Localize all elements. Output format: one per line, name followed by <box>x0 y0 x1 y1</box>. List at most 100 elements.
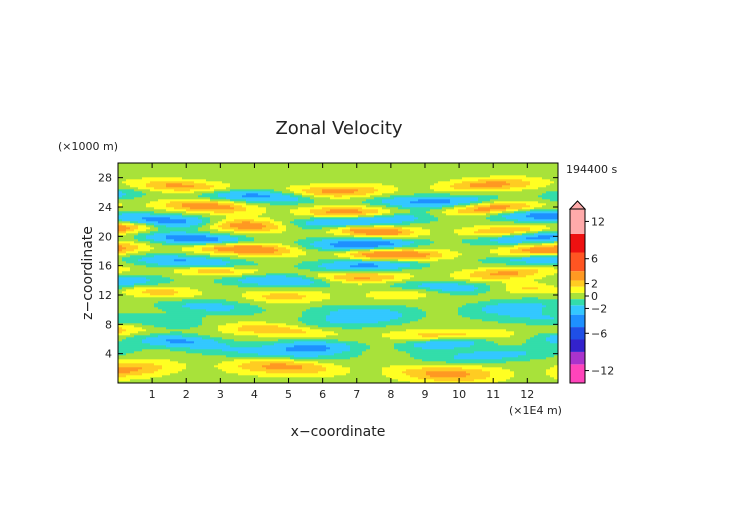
heatmap-cell <box>254 379 259 382</box>
heatmap-cell <box>134 377 139 380</box>
heatmap-cell <box>218 349 223 352</box>
heatmap-cell <box>242 257 247 260</box>
heatmap-cell <box>238 203 243 206</box>
heatmap-cell <box>218 277 223 280</box>
heatmap-cell <box>126 169 131 172</box>
heatmap-cell <box>154 209 159 212</box>
heatmap-cell <box>130 231 135 234</box>
heatmap-cell <box>278 289 283 292</box>
heatmap-cell <box>218 193 223 196</box>
heatmap-cell <box>246 373 251 376</box>
heatmap-cell <box>206 349 211 352</box>
heatmap-cell <box>154 353 159 356</box>
heatmap-cell <box>222 229 227 232</box>
heatmap-cell <box>122 347 127 350</box>
heatmap-cell <box>122 283 127 286</box>
heatmap-cell <box>266 167 271 170</box>
heatmap-cell <box>258 181 263 184</box>
heatmap-cell <box>270 315 275 318</box>
heatmap-cell <box>250 207 255 210</box>
heatmap-cell <box>210 321 215 324</box>
heatmap-cell <box>258 253 263 256</box>
heatmap-cell <box>142 359 147 362</box>
heatmap-cell <box>178 281 183 284</box>
heatmap-cell <box>166 303 171 306</box>
heatmap-cell <box>182 311 187 314</box>
heatmap-cell <box>170 301 175 304</box>
heatmap-cell <box>182 253 187 256</box>
heatmap-cell <box>234 203 239 206</box>
heatmap-cell <box>210 275 215 278</box>
heatmap-cell <box>210 295 215 298</box>
heatmap-cell <box>286 355 291 358</box>
heatmap-cell <box>282 191 287 194</box>
heatmap-cell <box>146 187 151 190</box>
heatmap-cell <box>274 225 279 228</box>
heatmap-cell <box>290 213 295 216</box>
heatmap-cell <box>246 239 251 242</box>
heatmap-cell <box>210 331 215 334</box>
heatmap-cell <box>126 381 131 384</box>
heatmap-cell <box>250 259 255 262</box>
heatmap-cell <box>274 357 279 360</box>
heatmap-cell <box>142 287 147 290</box>
heatmap-cell <box>174 241 179 244</box>
heatmap-cell <box>206 229 211 232</box>
heatmap-cell <box>258 301 263 304</box>
heatmap-cell <box>146 347 151 350</box>
heatmap-cell <box>298 337 303 340</box>
heatmap-cell <box>198 267 203 270</box>
heatmap-cell <box>234 241 239 244</box>
heatmap-cell <box>230 173 235 176</box>
heatmap-cell <box>294 185 299 188</box>
heatmap-cell <box>142 375 147 378</box>
heatmap-cell <box>190 191 195 194</box>
heatmap-cell <box>250 213 255 216</box>
heatmap-cell <box>282 277 287 280</box>
heatmap-cell <box>118 217 123 220</box>
heatmap-cell <box>230 349 235 352</box>
heatmap-cell <box>270 185 275 188</box>
heatmap-cell <box>138 235 143 238</box>
heatmap-cell <box>182 365 187 368</box>
heatmap-cell <box>234 321 239 324</box>
heatmap-cell <box>270 319 275 322</box>
heatmap-cell <box>142 259 147 262</box>
heatmap-cell <box>186 295 191 298</box>
heatmap-cell <box>146 339 151 342</box>
heatmap-cell <box>254 281 259 284</box>
heatmap-cell <box>246 173 251 176</box>
heatmap-cell <box>226 305 231 308</box>
heatmap-cell <box>154 229 159 232</box>
heatmap-cell <box>206 369 211 372</box>
heatmap-cell <box>250 215 255 218</box>
heatmap-cell <box>214 165 219 168</box>
heatmap-cell <box>202 297 207 300</box>
heatmap-cell <box>270 265 275 268</box>
heatmap-cell <box>218 173 223 176</box>
heatmap-cell <box>174 179 179 182</box>
heatmap-cell <box>238 231 243 234</box>
heatmap-cell <box>158 333 163 336</box>
heatmap-cell <box>170 245 175 248</box>
heatmap-cell <box>226 191 231 194</box>
heatmap-cell <box>134 283 139 286</box>
heatmap-cell <box>222 239 227 242</box>
heatmap-cell <box>162 171 167 174</box>
heatmap-cell <box>138 281 143 284</box>
heatmap-cell <box>278 287 283 290</box>
heatmap-cell <box>222 311 227 314</box>
heatmap-cell <box>234 375 239 378</box>
heatmap-cell <box>142 239 147 242</box>
heatmap-cell <box>194 245 199 248</box>
heatmap-cell <box>258 179 263 182</box>
heatmap-cell <box>162 305 167 308</box>
heatmap-cell <box>126 215 131 218</box>
heatmap-cell <box>290 201 295 204</box>
heatmap-cell <box>198 251 203 254</box>
heatmap-cell <box>234 359 239 362</box>
heatmap-cell <box>118 243 123 246</box>
heatmap-cell <box>126 259 131 262</box>
heatmap-cell <box>118 339 123 342</box>
heatmap-cell <box>182 283 187 286</box>
